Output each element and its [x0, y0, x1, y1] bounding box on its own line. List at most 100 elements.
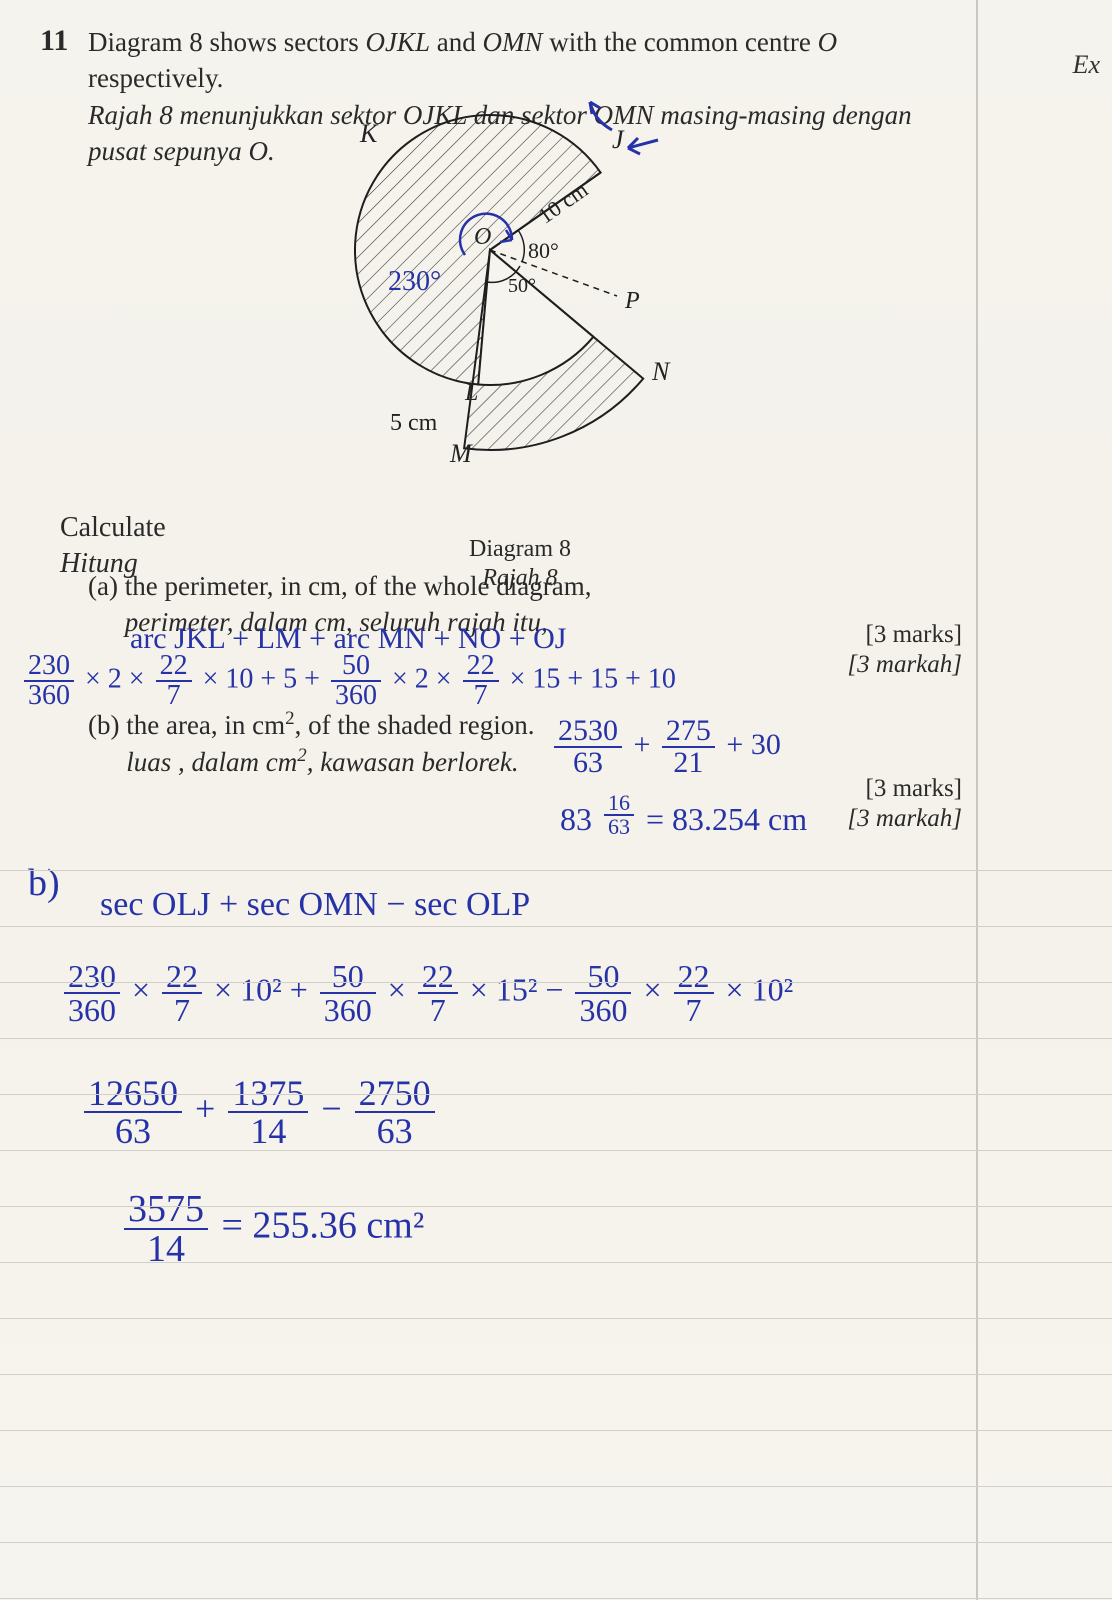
t: 83 [560, 801, 592, 837]
d: 63 [604, 816, 634, 838]
d: 360 [320, 994, 376, 1026]
calc-en: Calculate [60, 512, 166, 543]
hand-b3: 1265063 + 137514 − 275063 [80, 1075, 439, 1149]
lbl-K: K [359, 119, 379, 148]
part-b-my: luas , dalam cm [126, 747, 297, 777]
lbl-L: L [464, 380, 478, 406]
marks-a: [3 marks] [3 markah] [847, 620, 962, 680]
marks-b-my: [3 markah] [847, 805, 962, 832]
d: 360 [24, 682, 74, 710]
hand-b4: 357514 = 255.36 cm² [120, 1190, 424, 1268]
d: 63 [355, 1113, 435, 1149]
marks-a-my: [3 markah] [847, 651, 962, 678]
t: × 10 + 5 + [203, 663, 327, 694]
lbl-N: N [651, 357, 671, 386]
d: 7 [156, 682, 192, 710]
part-b: (b) the area, in cm2, of the shaded regi… [88, 706, 962, 781]
d: 7 [162, 994, 202, 1026]
n: 22 [463, 652, 499, 682]
t: − [321, 1088, 350, 1128]
part-a-en: the perimeter, in cm, of the whole diagr… [125, 571, 592, 601]
qtxt: respectively. [88, 63, 223, 93]
t: × [643, 971, 669, 1007]
qtxt: and [430, 27, 482, 57]
d: 7 [463, 682, 499, 710]
angle-80 [518, 230, 524, 262]
qtxt: with the common centre [542, 27, 817, 57]
t: × 10² + [214, 971, 316, 1007]
n: 22 [674, 960, 714, 994]
d: 14 [228, 1113, 308, 1149]
t: × 15² − [470, 971, 572, 1007]
n: 16 [604, 792, 634, 816]
t: + [195, 1088, 224, 1128]
marks-a-en: [3 marks] [866, 621, 963, 648]
t: × [388, 971, 414, 1007]
margin-rule [976, 0, 978, 1600]
part-b-en: the area, in cm [126, 710, 285, 740]
lbl-50: 50° [508, 275, 536, 297]
n: 50 [331, 652, 381, 682]
d: 360 [64, 994, 120, 1026]
d: 360 [575, 994, 631, 1026]
n: 2530 [554, 716, 622, 748]
page: Ex 11 Diagram 8 shows sectors OJKL and O… [0, 0, 1112, 1600]
t: = 83.254 cm [646, 801, 807, 837]
t: × 15 + 15 + 10 [510, 663, 676, 694]
d: 63 [84, 1113, 182, 1149]
qtxt: OMN [482, 27, 542, 57]
n: 22 [418, 960, 458, 994]
diagram-svg: K J O P N L M 10 cm 5 cm 80° 50° 230° [260, 100, 780, 520]
d: 360 [331, 682, 381, 710]
t: × 2 × [392, 663, 459, 694]
d: 63 [554, 748, 622, 778]
marks-b: [3 marks] [3 markah] [847, 774, 962, 834]
n: 275 [662, 716, 715, 748]
n: 50 [575, 960, 631, 994]
n: 22 [156, 652, 192, 682]
n: 50 [320, 960, 376, 994]
n: 12650 [84, 1075, 182, 1113]
hand-b1: sec OLJ + sec OMN − sec OLP [100, 884, 530, 927]
sup2: 2 [285, 708, 294, 729]
ann-arrows-j [590, 102, 658, 154]
lbl-5cm: 5 cm [390, 410, 438, 436]
lbl-M: M [449, 439, 473, 468]
t: × 2 × [85, 663, 152, 694]
hand-b-label: b) [28, 860, 60, 908]
d: 14 [124, 1230, 208, 1268]
lbl-J: J [612, 125, 625, 154]
qtxt: O [818, 27, 838, 57]
d: 21 [662, 748, 715, 778]
t: + 30 [726, 728, 780, 761]
q-en: Diagram 8 shows sectors OJKL and OMN wit… [88, 27, 837, 93]
lbl-230: 230° [388, 266, 441, 297]
hand-a4: 83 1663 = 83.254 cm [560, 792, 807, 839]
t: = 255.36 cm² [222, 1205, 425, 1247]
diagram: K J O P N L M 10 cm 5 cm 80° 50° 230° Di… [260, 100, 780, 520]
lbl-O: O [474, 224, 491, 250]
part-b-en2: , of the shaded region. [295, 710, 535, 740]
n: 22 [162, 960, 202, 994]
d: 7 [674, 994, 714, 1026]
margin-label: Ex [1073, 50, 1100, 80]
lbl-80: 80° [528, 238, 559, 263]
qtxt: OJKL [365, 27, 430, 57]
d: 7 [418, 994, 458, 1026]
part-a-label: (a) [88, 571, 118, 601]
marks-b-en: [3 marks] [866, 775, 963, 802]
hand-b2: 230360 × 227 × 10² + 50360 × 227 × 15² −… [60, 960, 793, 1026]
lbl-P: P [624, 288, 640, 314]
hand-a2: 230360 × 2 × 227 × 10 + 5 + 50360 × 2 × … [20, 652, 676, 710]
t: × 10² [726, 971, 794, 1007]
question-number: 11 [40, 24, 68, 58]
n: 230 [64, 960, 120, 994]
n: 230 [24, 652, 74, 682]
hand-a3: 253063 + 27521 + 30 [550, 716, 781, 778]
t: × [132, 971, 158, 1007]
n: 3575 [124, 1190, 208, 1230]
part-b-my2: , kawasan berlorek. [307, 747, 519, 777]
n: 1375 [228, 1075, 308, 1113]
sup2b: 2 [297, 745, 306, 766]
t: + [634, 728, 658, 761]
